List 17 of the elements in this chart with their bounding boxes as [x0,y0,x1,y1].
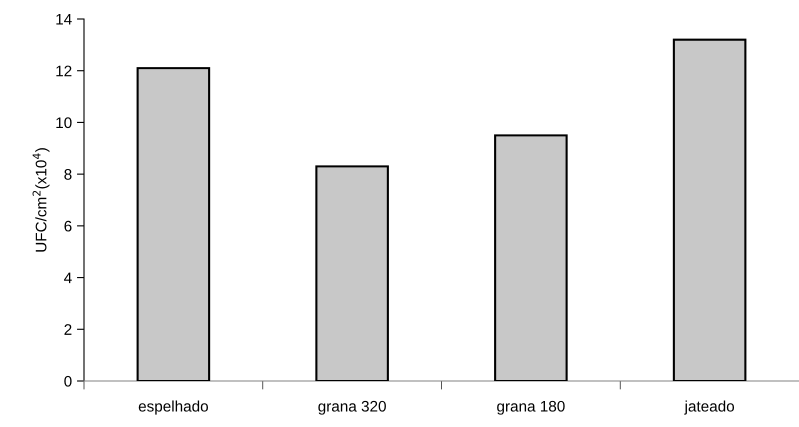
x-tick-label: grana 320 [318,400,386,415]
x-tick-label: jateado [684,400,734,415]
y-tick-label: 10 [56,117,72,128]
x-tick-label: grana 180 [497,400,565,415]
y-tick-label: 4 [64,272,72,284]
bar [315,165,389,381]
y-axis-title: UFC/cm$^{2}$(x10$^{4}$) [32,148,50,252]
bar [494,134,568,381]
x-tick-label: espelhado [138,400,208,415]
y-tick-label: 2 [64,324,72,335]
y-tick-label: 14 [56,14,72,25]
y-tick-label: 12 [56,66,72,76]
y-tick-label: 0 [64,376,72,387]
bar [136,67,210,381]
y-tick-label: 8 [64,169,72,180]
y-tick-label: 6 [64,220,72,232]
bar [672,38,746,381]
